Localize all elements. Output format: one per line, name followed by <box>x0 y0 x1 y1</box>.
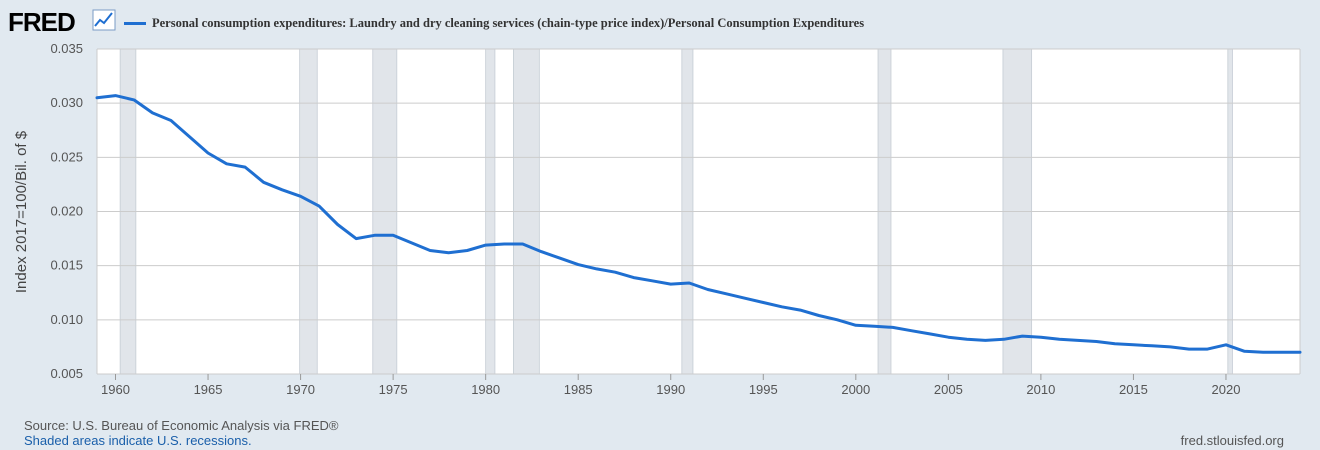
series-line-0[interactable] <box>95 94 1302 354</box>
line-chart-icon <box>92 9 116 31</box>
x-tick-label: 1975 <box>379 382 408 397</box>
x-tick-label: 2020 <box>1212 382 1241 397</box>
gridlines <box>96 48 1301 375</box>
y-tick-label: 0.005 <box>50 366 83 381</box>
x-tick-label: 1970 <box>286 382 315 397</box>
recession-note: Shaded areas indicate U.S. recessions. <box>24 433 252 448</box>
series-layer <box>95 94 1302 354</box>
legend-series-label: Personal consumption expenditures: Laund… <box>152 15 865 30</box>
y-tick-label: 0.025 <box>50 149 83 164</box>
legend: Personal consumption expenditures: Laund… <box>124 14 864 32</box>
x-tick-label: 1985 <box>564 382 593 397</box>
x-tick-label: 1990 <box>656 382 685 397</box>
source-note: Source: U.S. Bureau of Economic Analysis… <box>24 418 339 433</box>
y-tick-label: 0.030 <box>50 95 83 110</box>
x-tick-label: 1980 <box>471 382 500 397</box>
x-axis-ticks: 1960 1965 1970 1975 1980 1985 1990 1995 2000 2005… <box>101 374 1240 397</box>
y-tick-label: 0.020 <box>50 204 83 219</box>
fred-url[interactable]: fred.stlouisfed.org <box>1180 433 1284 448</box>
fred-logo[interactable]: FRED <box>8 7 76 37</box>
y-tick-label: 0.010 <box>50 312 83 327</box>
chart-header: FRED Personal consumption expenditures: … <box>0 0 1320 44</box>
x-tick-label: 1965 <box>194 382 223 397</box>
x-tick-label: 2005 <box>934 382 963 397</box>
x-tick-label: 1960 <box>101 382 130 397</box>
x-tick-label: 2015 <box>1119 382 1148 397</box>
x-tick-label: 1995 <box>749 382 778 397</box>
legend-swatch <box>124 21 146 25</box>
x-tick-label: 2010 <box>1026 382 1055 397</box>
y-tick-label: 0.035 <box>50 41 83 56</box>
x-tick-label: 2000 <box>841 382 870 397</box>
y-tick-label: 0.015 <box>50 258 83 273</box>
y-axis-title: Index 2017=100/Bil. of $ <box>13 130 30 293</box>
y-axis-ticks: 0.005 0.010 0.015 0.020 0.025 0.030 0.035 <box>50 41 83 381</box>
